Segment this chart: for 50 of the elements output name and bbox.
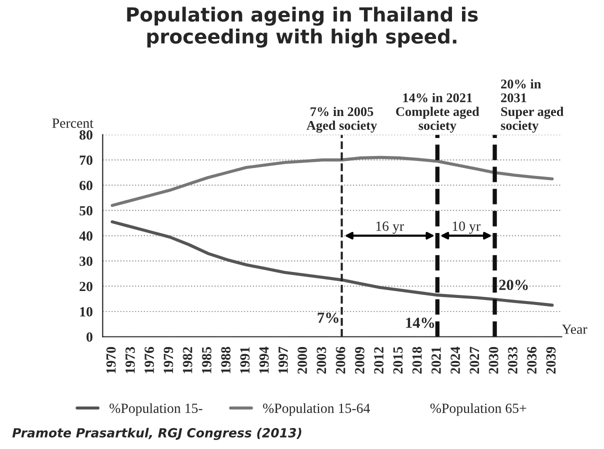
x-tick-label: 2036 xyxy=(527,346,537,374)
y-axis-title: Percent xyxy=(52,118,94,128)
ref-line-label: 14% in 2021 Complete aged society xyxy=(396,92,480,133)
x-tick-label: 1997 xyxy=(278,346,288,374)
x-tick-label: 1976 xyxy=(144,346,154,374)
annotation: 14% xyxy=(406,318,434,328)
x-tick-label: 2003 xyxy=(316,346,326,374)
y-tick-label: 80 xyxy=(80,130,92,140)
annotation: 7% xyxy=(318,312,338,323)
annotation: 16 yr xyxy=(376,222,404,234)
y-tick-label: 30 xyxy=(80,256,92,266)
x-tick-label: 1979 xyxy=(164,346,174,374)
x-tick-label: 1985 xyxy=(202,346,212,374)
x-tick-label: 2006 xyxy=(336,346,346,374)
y-tick-label: 10 xyxy=(80,307,92,316)
x-tick-label: 2009 xyxy=(354,346,364,374)
x-tick-label: 2021 xyxy=(432,347,441,374)
x-tick-label: 1994 xyxy=(259,346,269,374)
x-tick-label: 2000 xyxy=(298,347,307,374)
x-tick-label: 1970 xyxy=(106,347,116,374)
text: Pramote Prasartkul, RGJ Congress (2013) xyxy=(12,428,302,440)
annotation: 10 yr xyxy=(452,221,480,234)
legend-label: %Population 15-64 xyxy=(263,403,370,416)
x-tick-label: 2033 xyxy=(508,346,518,374)
x-tick-label: 2024 xyxy=(450,346,460,374)
x-tick-label: 1988 xyxy=(221,346,230,374)
x-tick-label: 2018 xyxy=(412,346,422,374)
x-tick-label: 2039 xyxy=(546,346,556,374)
y-tick-label: 70 xyxy=(80,156,92,165)
y-tick-label: 50 xyxy=(80,206,92,216)
y-tick-label: 0 xyxy=(86,332,92,342)
chart-title: Population ageing in Thailand is proceeding with high speed. xyxy=(127,6,478,48)
annotation: 20% xyxy=(499,280,528,290)
ref-line-label: 7% in 2005 Aged society xyxy=(306,106,377,133)
x-tick-label: 1982 xyxy=(182,347,192,374)
x-tick-label: 1991 xyxy=(240,347,250,374)
x-tick-label: 2030 xyxy=(488,347,498,374)
line-series xyxy=(110,156,554,207)
x-axis-title: Year xyxy=(562,324,588,334)
ref-line-label: 20% in 2031 Super aged society xyxy=(500,79,564,133)
x-tick-label: 2012 xyxy=(374,347,384,374)
x-tick-label: 1973 xyxy=(126,346,135,374)
x-tick-label: 2015 xyxy=(393,346,403,374)
x-tick-label: 2027 xyxy=(470,346,480,374)
y-tick-label: 60 xyxy=(80,180,92,190)
y-tick-label: 40 xyxy=(79,231,92,241)
legend-label: %Population 15- xyxy=(110,403,202,416)
line-series xyxy=(110,220,554,307)
text: %Population 65+ xyxy=(430,403,526,416)
y-tick-label: 20 xyxy=(80,282,92,292)
